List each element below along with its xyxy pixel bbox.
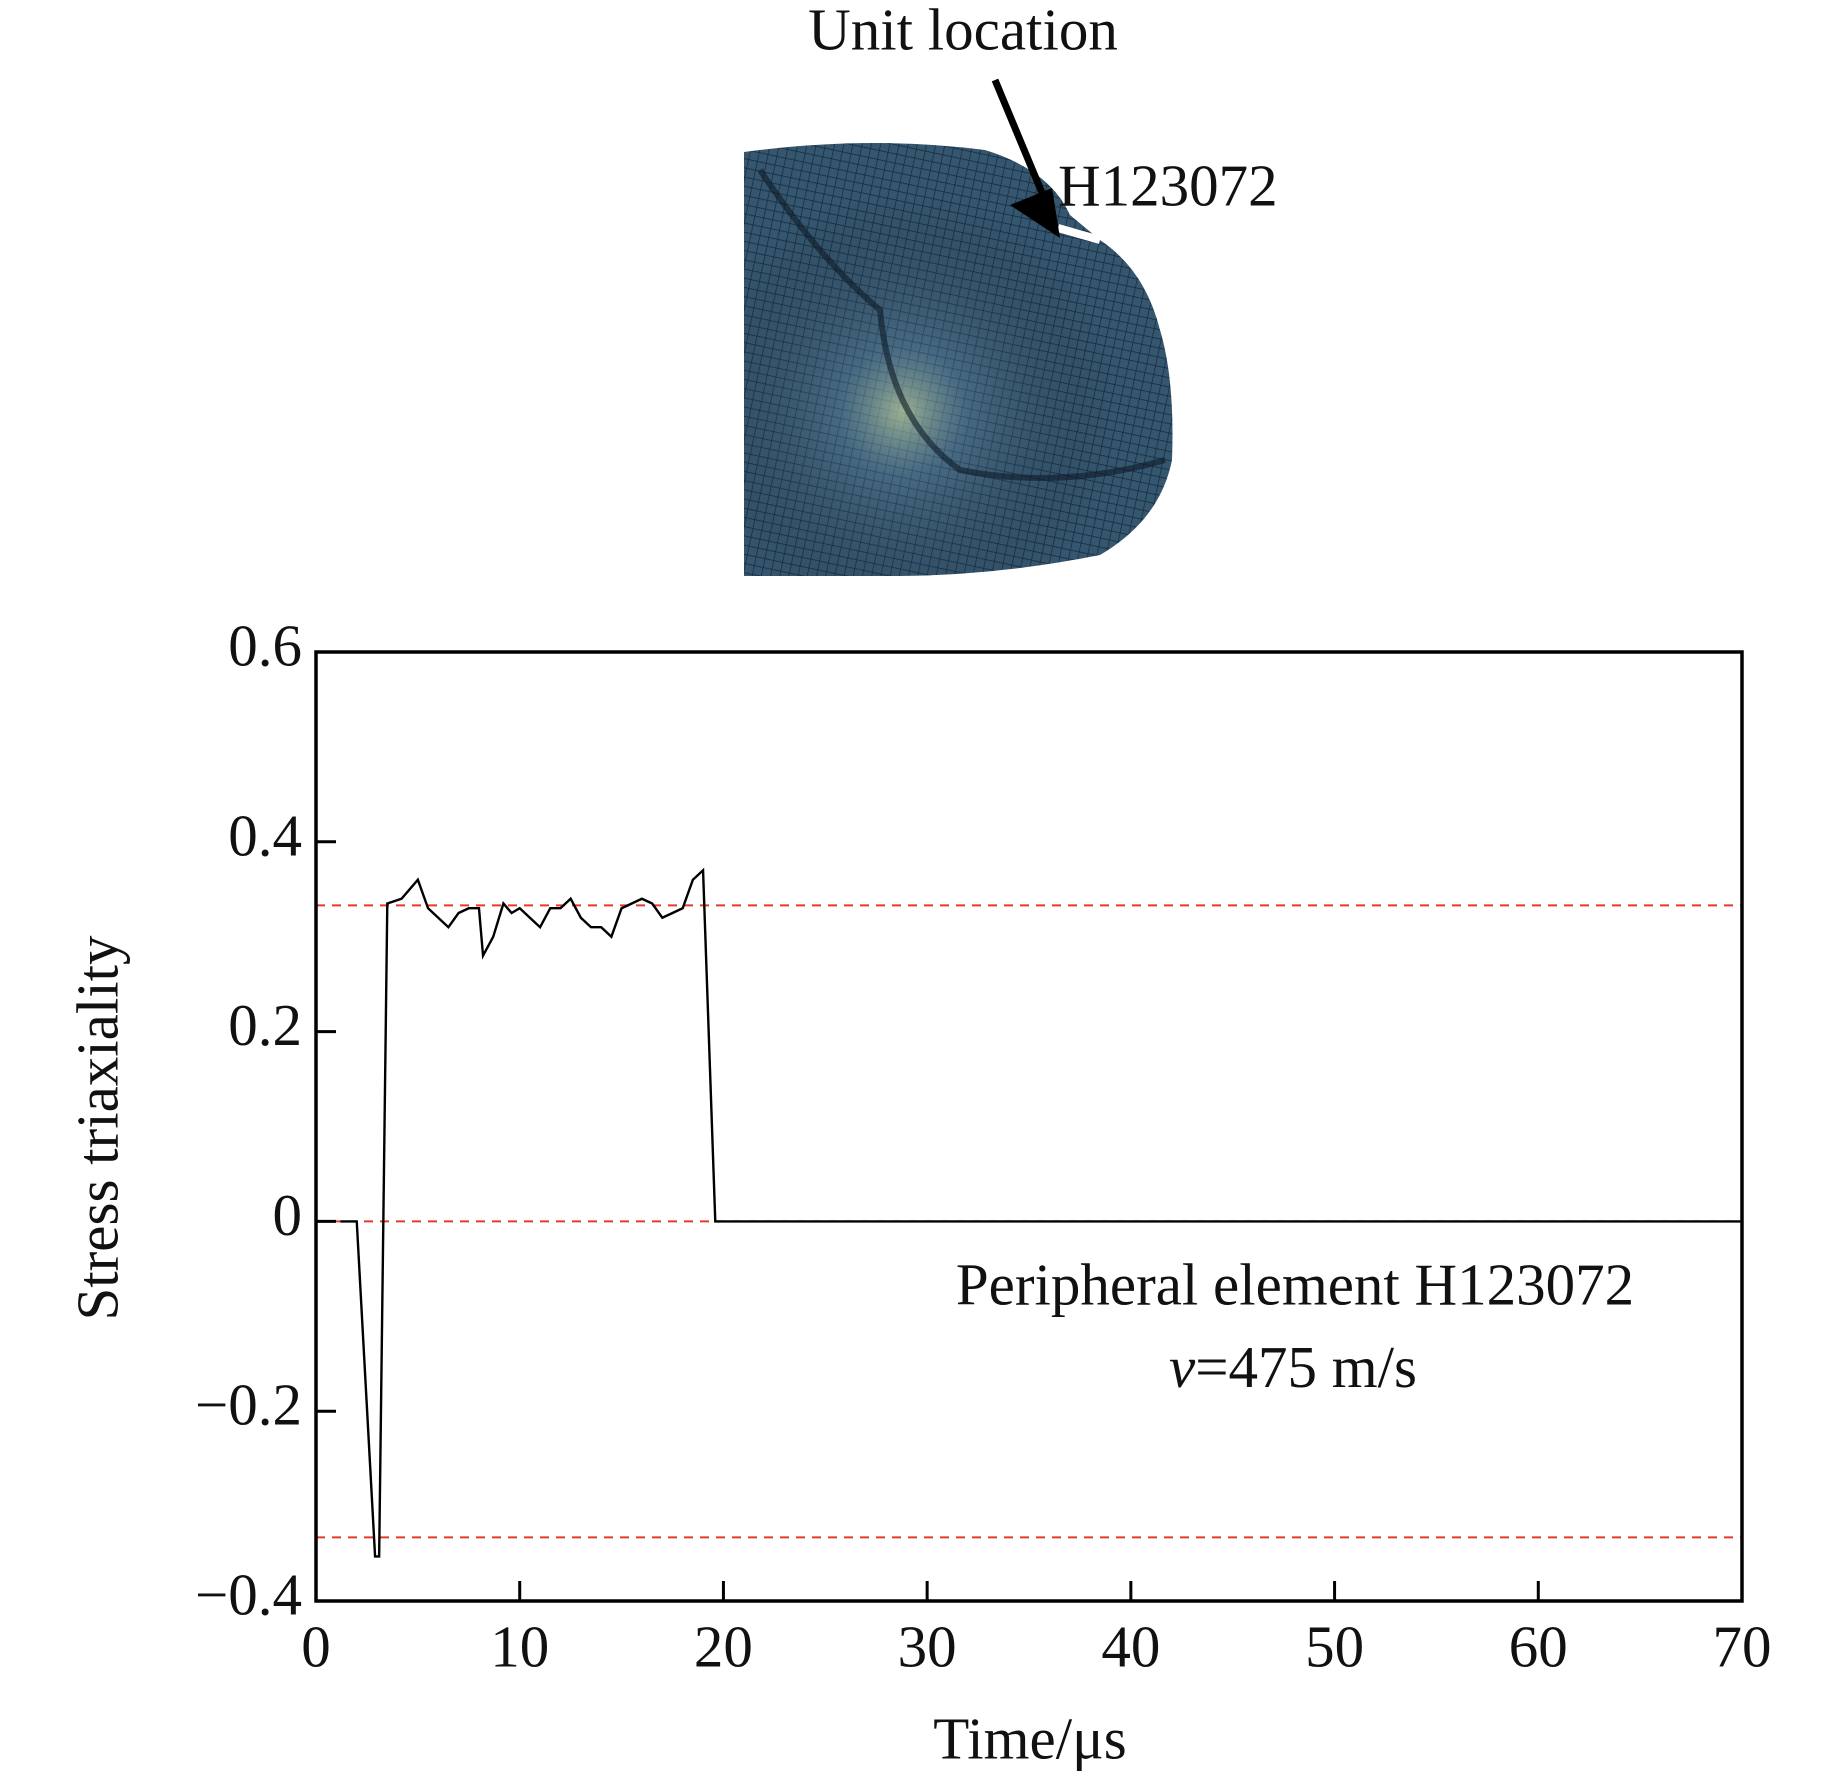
x-tick-label: 50 [1305, 1614, 1364, 1680]
x-tick-label: 70 [1713, 1614, 1772, 1680]
annotation: Peripheral element H123072 [956, 1252, 1634, 1318]
plot-frame [314, 650, 1744, 1603]
header-label: H123072 [1058, 153, 1278, 219]
y-tick-label: 0.2 [228, 992, 302, 1058]
y-tick-label: 0.4 [228, 802, 302, 868]
x-tick-label: 30 [898, 1614, 957, 1680]
x-tick-label: 40 [1101, 1614, 1160, 1680]
mesh-illustration [744, 78, 1173, 576]
annotation-text: =475 m/s [1195, 1334, 1417, 1400]
y-tick-label: 0 [273, 1182, 303, 1248]
data-line [340, 867, 1742, 1558]
x-tick-label: 20 [694, 1614, 753, 1680]
x-tick-label: 10 [490, 1614, 549, 1680]
x-axis-label: Time/μs [933, 1706, 1126, 1772]
header-label: Unit location [808, 0, 1118, 63]
y-tick-label: 0.6 [228, 613, 302, 679]
y-axis-label: Stress triaxiality [65, 935, 131, 1321]
y-tick-label: −0.2 [195, 1372, 302, 1438]
x-tick-label: 0 [301, 1614, 331, 1680]
x-tick-label: 60 [1509, 1614, 1568, 1680]
annotation: v=475 m/s [1169, 1334, 1417, 1400]
y-tick-label: −0.4 [195, 1562, 302, 1628]
annotation-italic: v [1169, 1334, 1196, 1400]
